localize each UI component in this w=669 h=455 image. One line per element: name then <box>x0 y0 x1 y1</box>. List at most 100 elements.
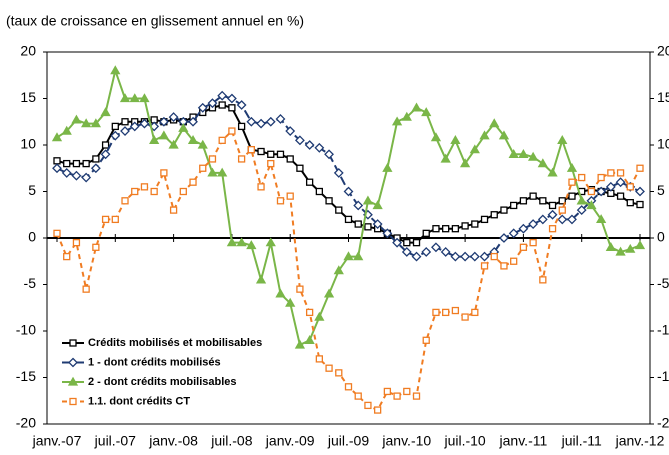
marker <box>401 247 412 257</box>
y-tick-label: -20 <box>16 415 36 431</box>
marker <box>63 159 71 168</box>
marker <box>100 107 111 117</box>
marker <box>82 159 90 168</box>
y2-tick-label: 20 <box>657 43 669 59</box>
marker <box>53 229 61 238</box>
marker <box>71 170 82 181</box>
marker <box>246 240 257 250</box>
y-tick-label: -5 <box>24 275 37 291</box>
marker <box>636 200 644 209</box>
marker <box>605 241 616 251</box>
marker <box>237 122 246 131</box>
marker <box>480 215 489 224</box>
marker <box>139 93 150 103</box>
marker <box>539 276 547 284</box>
marker <box>90 118 101 128</box>
y2-tick-label: 15 <box>657 89 669 105</box>
marker <box>558 197 566 205</box>
marker <box>537 158 548 168</box>
marker <box>314 142 325 153</box>
marker <box>510 257 518 265</box>
legend-label: 1 - dont crédits mobilisés <box>88 356 221 368</box>
marker <box>324 149 334 160</box>
marker <box>149 135 160 145</box>
y2-tick-label: 0 <box>657 229 665 245</box>
marker <box>333 167 344 178</box>
marker <box>53 157 61 165</box>
marker <box>315 187 324 196</box>
marker <box>344 383 353 391</box>
marker <box>412 392 421 400</box>
marker <box>566 162 578 172</box>
marker <box>72 238 81 247</box>
marker <box>304 140 315 150</box>
marker <box>226 93 237 104</box>
marker <box>168 112 179 123</box>
marker <box>228 104 236 112</box>
marker <box>265 116 276 127</box>
marker <box>267 150 275 158</box>
marker <box>519 197 528 205</box>
marker <box>615 177 626 188</box>
marker <box>422 229 430 238</box>
marker <box>547 167 558 177</box>
marker <box>217 167 228 177</box>
marker <box>294 135 305 146</box>
marker <box>343 186 354 197</box>
x-tick-label: janv.-12 <box>615 433 665 449</box>
x-tick-label: juil.-10 <box>443 433 485 449</box>
legend-label: Crédits mobilisés et mobilisables <box>88 337 262 349</box>
marker <box>461 313 469 321</box>
marker <box>518 148 529 158</box>
marker <box>129 93 140 103</box>
marker <box>160 169 168 177</box>
y-tick-label: 15 <box>20 89 36 105</box>
marker <box>539 197 547 205</box>
marker <box>120 126 130 136</box>
marker <box>353 251 364 261</box>
marker <box>189 178 197 186</box>
marker <box>450 135 461 145</box>
marker <box>207 98 218 109</box>
y-tick-label: -15 <box>16 368 36 384</box>
marker <box>237 155 246 163</box>
marker <box>236 100 247 110</box>
marker <box>343 251 354 261</box>
marker <box>596 214 607 224</box>
legend-label: 2 - dont crédits mobilisables <box>88 376 237 388</box>
marker <box>197 139 208 149</box>
marker <box>557 214 568 225</box>
marker <box>265 237 276 247</box>
marker <box>527 151 539 161</box>
marker <box>333 265 344 275</box>
marker <box>257 147 265 156</box>
marker <box>636 164 644 172</box>
marker <box>121 118 129 126</box>
marker <box>82 285 90 293</box>
marker <box>296 285 304 293</box>
marker <box>490 211 498 219</box>
x-tick-label: juil.-07 <box>94 433 136 449</box>
marker <box>382 162 393 172</box>
marker <box>335 369 343 377</box>
marker <box>393 392 401 400</box>
chart-subtitle: (taux de croissance en glissement annuel… <box>6 13 304 29</box>
marker <box>430 132 442 142</box>
y-tick-label: 10 <box>20 136 36 152</box>
marker <box>490 252 498 261</box>
marker <box>548 225 557 233</box>
marker <box>256 118 266 129</box>
marker <box>412 238 421 247</box>
marker <box>480 262 489 270</box>
marker <box>353 200 364 211</box>
marker <box>92 155 100 163</box>
marker <box>469 144 480 154</box>
y2-tick-label: -5 <box>657 275 669 291</box>
x-tick-label: juil.-09 <box>327 433 369 449</box>
marker <box>179 187 187 196</box>
marker <box>500 206 508 214</box>
marker <box>294 339 306 349</box>
marker <box>451 306 460 315</box>
x-tick-label: juil.-08 <box>210 433 252 449</box>
marker <box>275 114 286 124</box>
